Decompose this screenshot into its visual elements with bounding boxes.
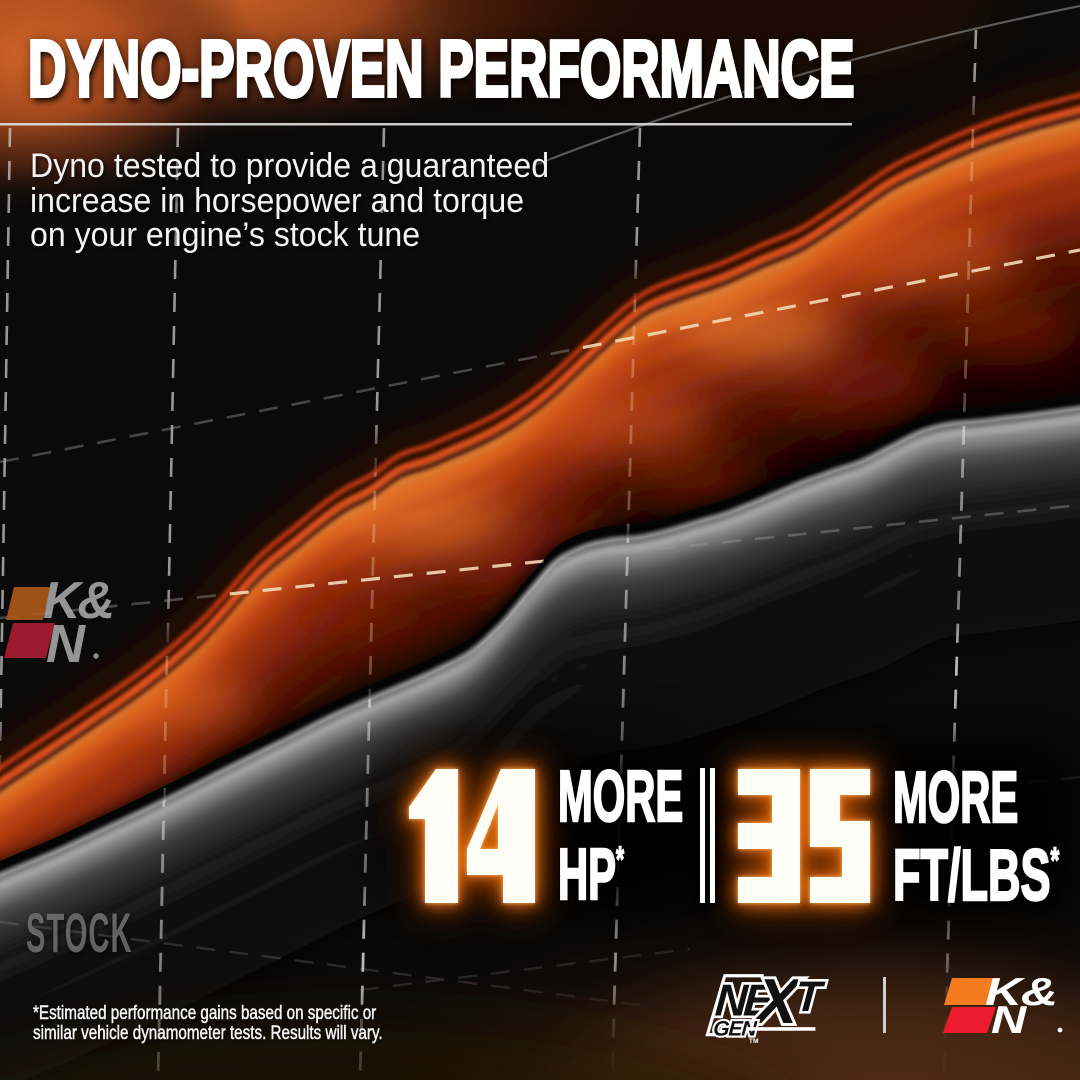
- svg-text:T: T: [794, 973, 827, 1021]
- svg-text:NE: NE: [714, 977, 777, 1026]
- svg-text:TM: TM: [749, 1038, 759, 1045]
- svg-text:N: N: [991, 999, 1027, 1042]
- svg-text:K&: K&: [985, 970, 1057, 1014]
- svg-text:N: N: [46, 614, 86, 672]
- svg-text:K&: K&: [43, 572, 113, 630]
